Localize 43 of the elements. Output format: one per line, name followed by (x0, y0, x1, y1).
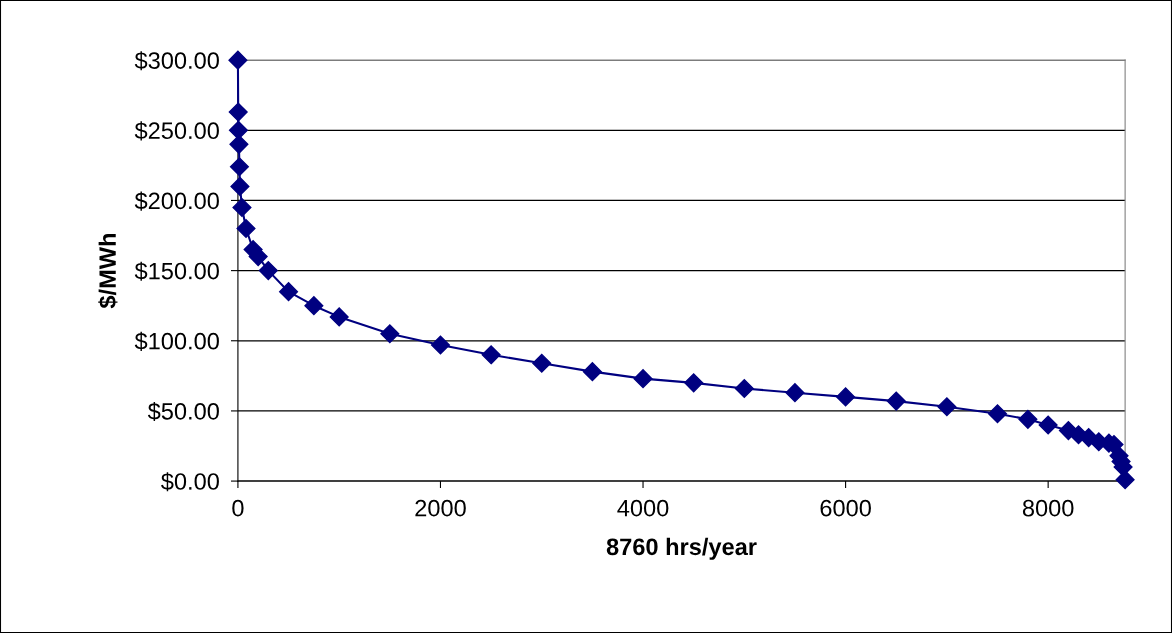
point (532, 353, 552, 373)
point (481, 345, 501, 365)
point (734, 378, 754, 399)
point (836, 387, 856, 407)
x-tick-label: 8000 (1022, 499, 1074, 517)
y-tick-label: $0.00 (161, 472, 219, 492)
y-tick-label: $150.00 (134, 261, 219, 281)
point (684, 373, 704, 393)
x-tick-label: 4000 (617, 499, 669, 517)
point (633, 369, 653, 389)
y-tick-label: $200.00 (134, 191, 219, 211)
point (1115, 470, 1135, 490)
point (582, 362, 602, 382)
point (228, 50, 248, 70)
y-tick-label: $100.00 (134, 331, 219, 351)
point (304, 296, 324, 316)
y-tick-label: $250.00 (134, 121, 219, 141)
point (987, 404, 1008, 424)
point (937, 397, 957, 417)
point (886, 391, 906, 411)
point (230, 176, 250, 196)
point (228, 102, 248, 122)
point (380, 324, 400, 344)
y-tick-label: $50.00 (147, 402, 219, 422)
point (236, 218, 256, 239)
point (229, 157, 249, 177)
x-tick-label: 6000 (820, 499, 871, 517)
x-axis-title: 8760 hrs/year (606, 537, 757, 560)
point (232, 197, 252, 217)
y-tick-label: $300.00 (134, 51, 219, 71)
point (430, 335, 451, 355)
point (258, 261, 278, 281)
point (279, 282, 299, 302)
y-axis-title: $/MWh (98, 234, 118, 309)
point (248, 247, 268, 267)
point (1018, 409, 1038, 429)
point (329, 307, 349, 327)
point (228, 120, 248, 140)
point (1038, 415, 1058, 435)
point (785, 383, 805, 403)
point (229, 134, 249, 154)
x-tick-label: 2000 (415, 499, 466, 517)
x-tick-label: 0 (232, 499, 244, 517)
